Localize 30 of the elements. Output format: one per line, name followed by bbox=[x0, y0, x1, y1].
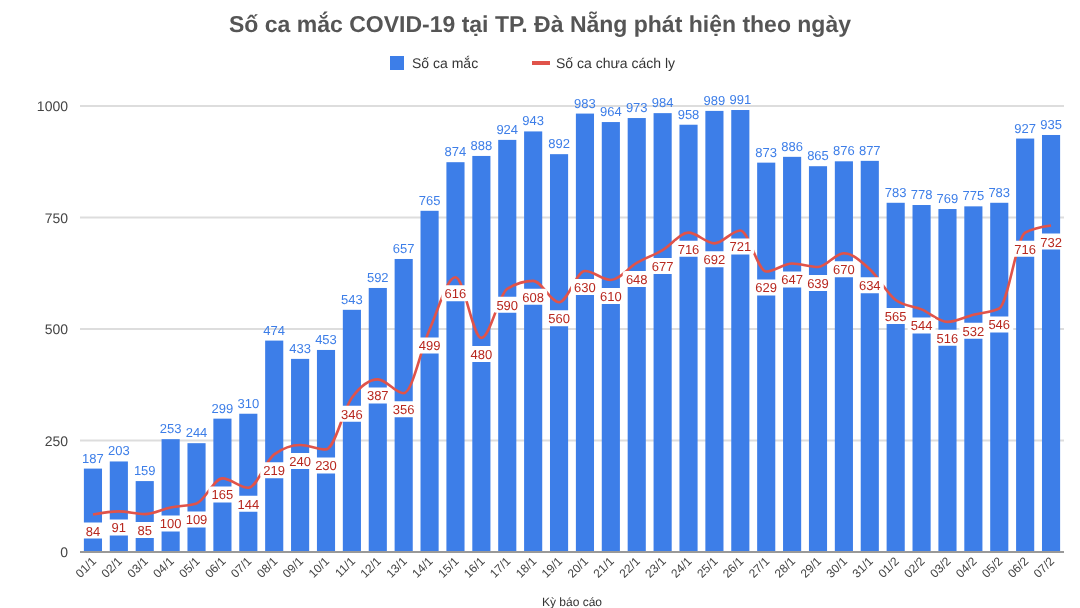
chart-title: Số ca mắc COVID-19 tại TP. Đà Nẵng phát hiện theo ngày bbox=[229, 10, 853, 38]
bar bbox=[601, 122, 620, 552]
bar bbox=[420, 210, 439, 552]
bar bbox=[627, 118, 646, 552]
bar bbox=[653, 113, 672, 552]
bar bbox=[731, 110, 750, 552]
bar bbox=[938, 209, 957, 552]
bar bbox=[860, 160, 879, 552]
bar bbox=[265, 340, 284, 552]
bar bbox=[575, 113, 595, 552]
bar bbox=[524, 131, 543, 552]
bar bbox=[808, 166, 828, 552]
bar bbox=[990, 202, 1009, 552]
bar bbox=[679, 124, 698, 552]
bar bbox=[834, 161, 853, 552]
bar bbox=[757, 162, 776, 552]
bar bbox=[912, 205, 931, 552]
bar bbox=[705, 110, 724, 552]
bar bbox=[1016, 138, 1035, 552]
bar bbox=[549, 154, 569, 552]
bar bbox=[342, 309, 361, 552]
bar bbox=[394, 258, 413, 552]
bar bbox=[368, 287, 387, 552]
bar bbox=[783, 156, 802, 552]
bar bbox=[1041, 134, 1061, 552]
bar bbox=[886, 202, 905, 552]
bar bbox=[964, 206, 983, 552]
bar bbox=[472, 155, 491, 552]
bar bbox=[446, 162, 465, 552]
bar bbox=[498, 139, 517, 552]
